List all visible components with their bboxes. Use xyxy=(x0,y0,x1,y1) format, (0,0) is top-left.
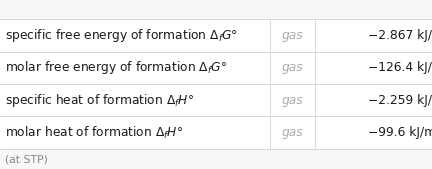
Text: specific free energy of formation $\Delta_f G°$: specific free energy of formation $\Delt… xyxy=(5,27,238,44)
Bar xyxy=(0,84,432,116)
Text: gas: gas xyxy=(282,61,304,74)
Text: molar free energy of formation $\Delta_f G°$: molar free energy of formation $\Delta_f… xyxy=(5,59,227,76)
Text: gas: gas xyxy=(282,94,304,107)
Bar xyxy=(0,19,432,52)
Bar xyxy=(0,52,432,84)
Text: (at STP): (at STP) xyxy=(5,155,48,165)
Text: gas: gas xyxy=(282,126,304,139)
Text: gas: gas xyxy=(282,29,304,42)
Text: −126.4 kJ/mol: −126.4 kJ/mol xyxy=(368,61,432,74)
Text: −2.259 kJ/g: −2.259 kJ/g xyxy=(368,94,432,107)
Text: −2.867 kJ/g: −2.867 kJ/g xyxy=(368,29,432,42)
Text: specific heat of formation $\Delta_f H°$: specific heat of formation $\Delta_f H°$ xyxy=(5,92,194,109)
Text: −99.6 kJ/mol: −99.6 kJ/mol xyxy=(368,126,432,139)
Bar xyxy=(0,116,432,149)
Text: molar heat of formation $\Delta_f H°$: molar heat of formation $\Delta_f H°$ xyxy=(5,125,183,141)
